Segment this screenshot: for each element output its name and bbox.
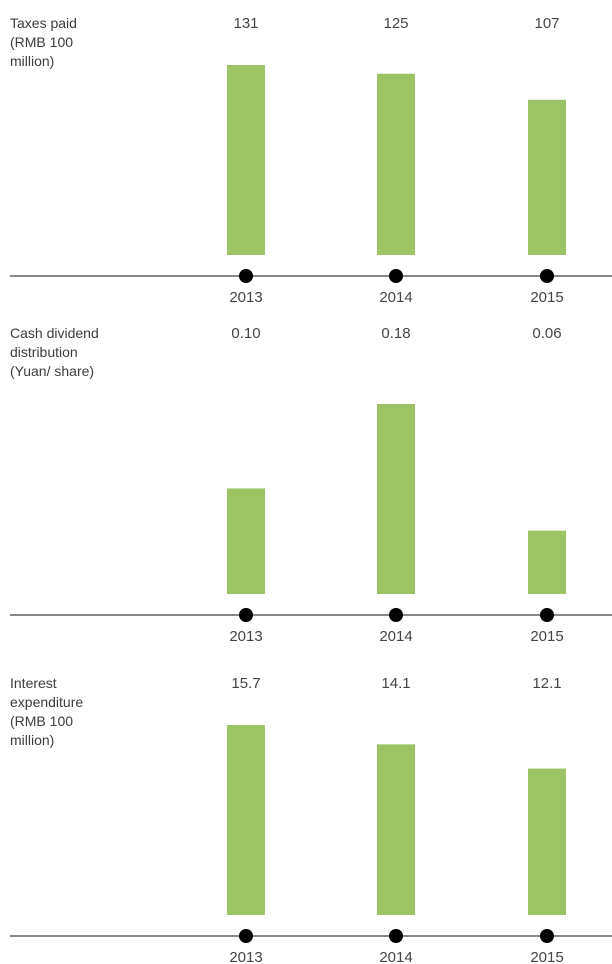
x-tick-label: 2013 <box>229 949 262 964</box>
year-marker-dot <box>540 929 554 943</box>
value-label: 0.18 <box>381 325 410 342</box>
value-label: 0.10 <box>231 325 260 342</box>
year-marker-dot <box>389 608 403 622</box>
bar-2013 <box>227 725 265 915</box>
taxes-paid-plot: 131 125 107 2013 2014 2015 <box>10 15 612 306</box>
cash-dividend-chart: Cash dividend distribution (Yuan/ share)… <box>0 324 612 645</box>
bar-2013 <box>227 65 265 255</box>
x-tick-label: 2015 <box>530 628 563 645</box>
year-marker-dot <box>540 608 554 622</box>
bar-2014 <box>377 73 415 255</box>
x-tick-label: 2013 <box>229 628 262 645</box>
year-marker-dot <box>389 929 403 943</box>
taxes-paid-chart: Taxes paid (RMB 100 million) 131 125 107 20… <box>0 14 612 314</box>
year-marker-dot <box>239 269 253 283</box>
bar-2014 <box>377 404 415 594</box>
value-label: 0.06 <box>532 325 561 342</box>
bar-2015 <box>528 530 566 594</box>
value-label: 107 <box>534 15 559 32</box>
x-tick-label: 2015 <box>530 289 563 306</box>
bar-2015 <box>528 768 566 915</box>
x-tick-label: 2015 <box>530 949 563 964</box>
value-label: 12.1 <box>532 675 561 692</box>
year-marker-dot <box>239 929 253 943</box>
year-marker-dot <box>389 269 403 283</box>
x-tick-label: 2014 <box>379 949 412 964</box>
interest-expenditure-chart: Interest expenditure (RMB 100 million) 1… <box>0 674 612 964</box>
interest-expenditure-plot: 15.7 14.1 12.1 2013 2014 2015 <box>10 675 612 964</box>
chart-title: Cash dividend distribution (Yuan/ share) <box>10 325 99 379</box>
value-label: 15.7 <box>231 675 260 692</box>
x-tick-label: 2014 <box>379 289 412 306</box>
chart-title: Interest expenditure (RMB 100 million) <box>10 675 84 748</box>
value-label: 14.1 <box>381 675 410 692</box>
bar-2014 <box>377 744 415 915</box>
bar-2013 <box>227 488 265 594</box>
bar-2015 <box>528 99 566 255</box>
x-tick-label: 2013 <box>229 289 262 306</box>
year-marker-dot <box>239 608 253 622</box>
value-label: 125 <box>383 15 408 32</box>
value-label: 131 <box>233 15 258 32</box>
x-tick-label: 2014 <box>379 628 412 645</box>
year-marker-dot <box>540 269 554 283</box>
cash-dividend-plot: 0.10 0.18 0.06 2013 2014 2015 <box>10 325 612 645</box>
chart-title: Taxes paid (RMB 100 million) <box>10 15 77 69</box>
